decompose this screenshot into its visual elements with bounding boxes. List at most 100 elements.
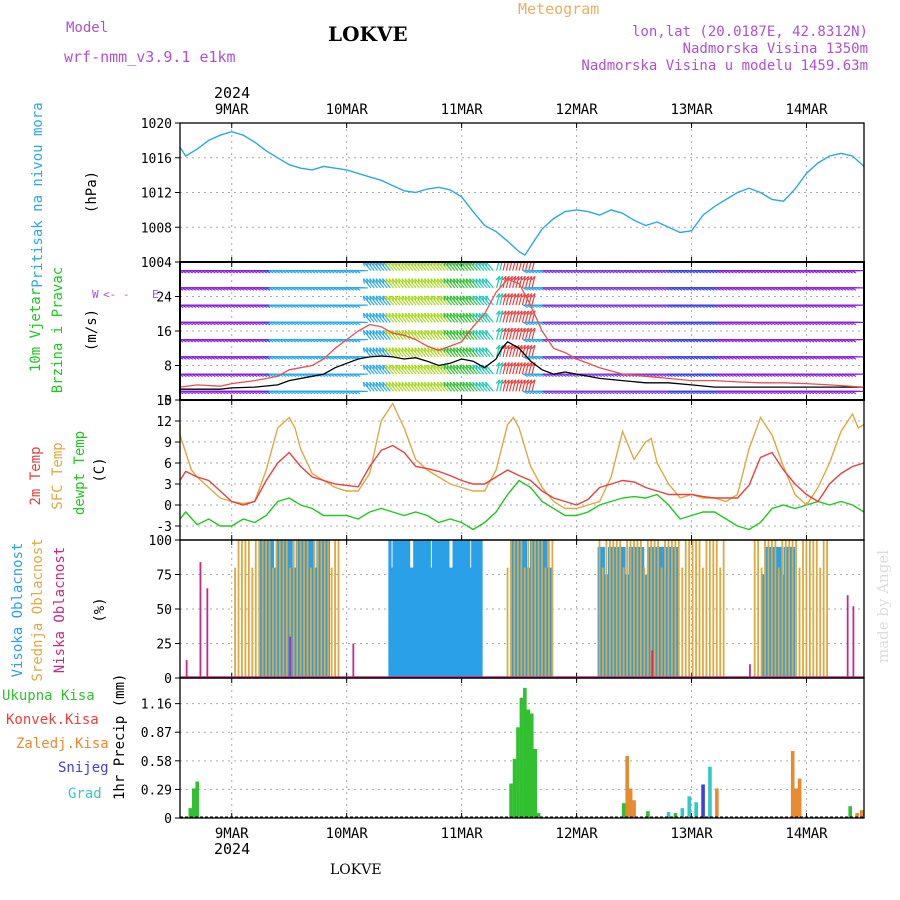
wind-arrow [521, 262, 526, 271]
wind-arrow-head [680, 304, 686, 309]
wind-arrow-head [481, 295, 485, 301]
wind-arrow-head [835, 390, 841, 395]
wind-arrow [496, 276, 501, 289]
wind-arrow-head [339, 356, 345, 360]
wind-arrow-head [764, 339, 770, 343]
wind-arrow-head [632, 321, 638, 326]
high-cloud-bar [435, 540, 440, 678]
wind-arrow-head [233, 373, 239, 378]
high-cloud-bar [647, 546, 651, 678]
wind-arrow-head [732, 287, 738, 291]
wind-arrow-head [716, 390, 722, 395]
wind-arrow-head [645, 270, 651, 274]
wind-arrow-head [278, 270, 284, 274]
wind-arrow-head [751, 270, 757, 274]
precip-bar [526, 709, 531, 818]
wind-arrow-head [600, 321, 606, 326]
wind-arrow-head [664, 356, 670, 360]
wind-arrow-head [326, 339, 332, 343]
wind-arrow-head [275, 321, 281, 326]
wind-arrow-head [548, 356, 554, 360]
y-tick-label: 0.58 [141, 755, 172, 770]
wind-arrow-head [732, 304, 738, 309]
wind-arrow-head [819, 270, 825, 274]
wind-arrow-head [478, 313, 481, 319]
wind-arrow-head [844, 321, 850, 326]
high-cloud-bar [314, 567, 318, 678]
wind-arrow-head [223, 321, 229, 326]
wind-arrow-head [271, 390, 277, 395]
mid-cloud-bar [695, 540, 697, 678]
footer-title: LOKVE [330, 862, 382, 878]
precip-bar [715, 788, 719, 818]
high-cloud-bar [630, 546, 634, 678]
wind-arrow-head [230, 390, 235, 395]
wind-arrow-head [287, 270, 293, 274]
wind-arrow-head [407, 382, 411, 388]
wind-arrow-head [246, 356, 252, 360]
wind-arrow-head [774, 270, 779, 274]
wind-arrow-head [220, 339, 226, 343]
wind-speed-line [180, 340, 864, 390]
wind-arrow-head [786, 339, 792, 343]
wind-arrow-head [395, 313, 398, 319]
low-cloud-bar [185, 660, 188, 678]
wind-arrow-head [606, 270, 612, 274]
wind-arrow-head [825, 356, 831, 360]
wind-arrow-head [339, 287, 345, 291]
wind-arrow-head [828, 339, 834, 343]
wind-arrow-head [294, 373, 300, 378]
wind-arrow-head [632, 390, 638, 395]
wind-arrow-head [690, 339, 696, 343]
wind-arrow-head [780, 321, 786, 326]
wind-arrow-head [600, 270, 606, 274]
wind-arrow-head [297, 373, 303, 378]
x-tick-label-top: 14MAR [785, 102, 828, 118]
wind-arrow-head [323, 356, 329, 360]
wind-arrow-head [741, 321, 747, 326]
wind-arrow-head [638, 356, 644, 360]
wind-arrow-head [414, 313, 417, 319]
wind-arrow-head [616, 390, 622, 395]
wind-arrow-head [699, 390, 705, 395]
wind-arrow [524, 310, 530, 323]
wind-arrow-head [767, 287, 773, 291]
wind-arrow [515, 310, 520, 323]
wind-arrow-head [728, 321, 734, 326]
wind-arrow-head [551, 287, 557, 291]
wind-arrow-head [719, 287, 725, 291]
wind-arrow-head [819, 321, 825, 326]
wind-arrow-head [632, 339, 638, 343]
wind-arrow-head [515, 275, 520, 281]
wind-arrow-head [774, 373, 779, 378]
wind-arrow-head [600, 287, 606, 291]
wind-arrow-head [440, 382, 443, 388]
wind-arrow-head [181, 356, 187, 360]
wind-arrow-head [505, 275, 510, 281]
pressure-unit: (hPa) [84, 171, 100, 213]
wind-arrow-head [658, 321, 664, 326]
wind-arrow-head [485, 364, 488, 370]
wind-arrow-head [683, 390, 689, 395]
wind-arrow-head [345, 304, 351, 309]
wind-arrow-head [524, 275, 529, 281]
wind-arrow-head [423, 278, 427, 284]
wind-arrow-head [838, 287, 844, 291]
wind-arrow-head [385, 364, 388, 370]
wind-arrow-head [558, 390, 564, 395]
high-cloud-bar [469, 567, 473, 678]
wind-arrow-head [770, 339, 776, 343]
wind-arrow-head [336, 390, 342, 395]
wind-arrow-head [809, 339, 815, 343]
wind-arrow-head [452, 278, 456, 284]
wind-arrow-head [674, 287, 680, 291]
wind-arrow-head [809, 287, 815, 291]
wind-arrow [499, 379, 504, 392]
wind-arrow-head [783, 373, 789, 378]
wind-arrow [508, 379, 514, 392]
wind-arrow-head [551, 270, 557, 274]
wind-arrow-head [635, 356, 641, 360]
wind-arrow-head [587, 339, 593, 343]
wind-arrow-head [696, 373, 702, 378]
wind-arrow-head [372, 364, 375, 370]
